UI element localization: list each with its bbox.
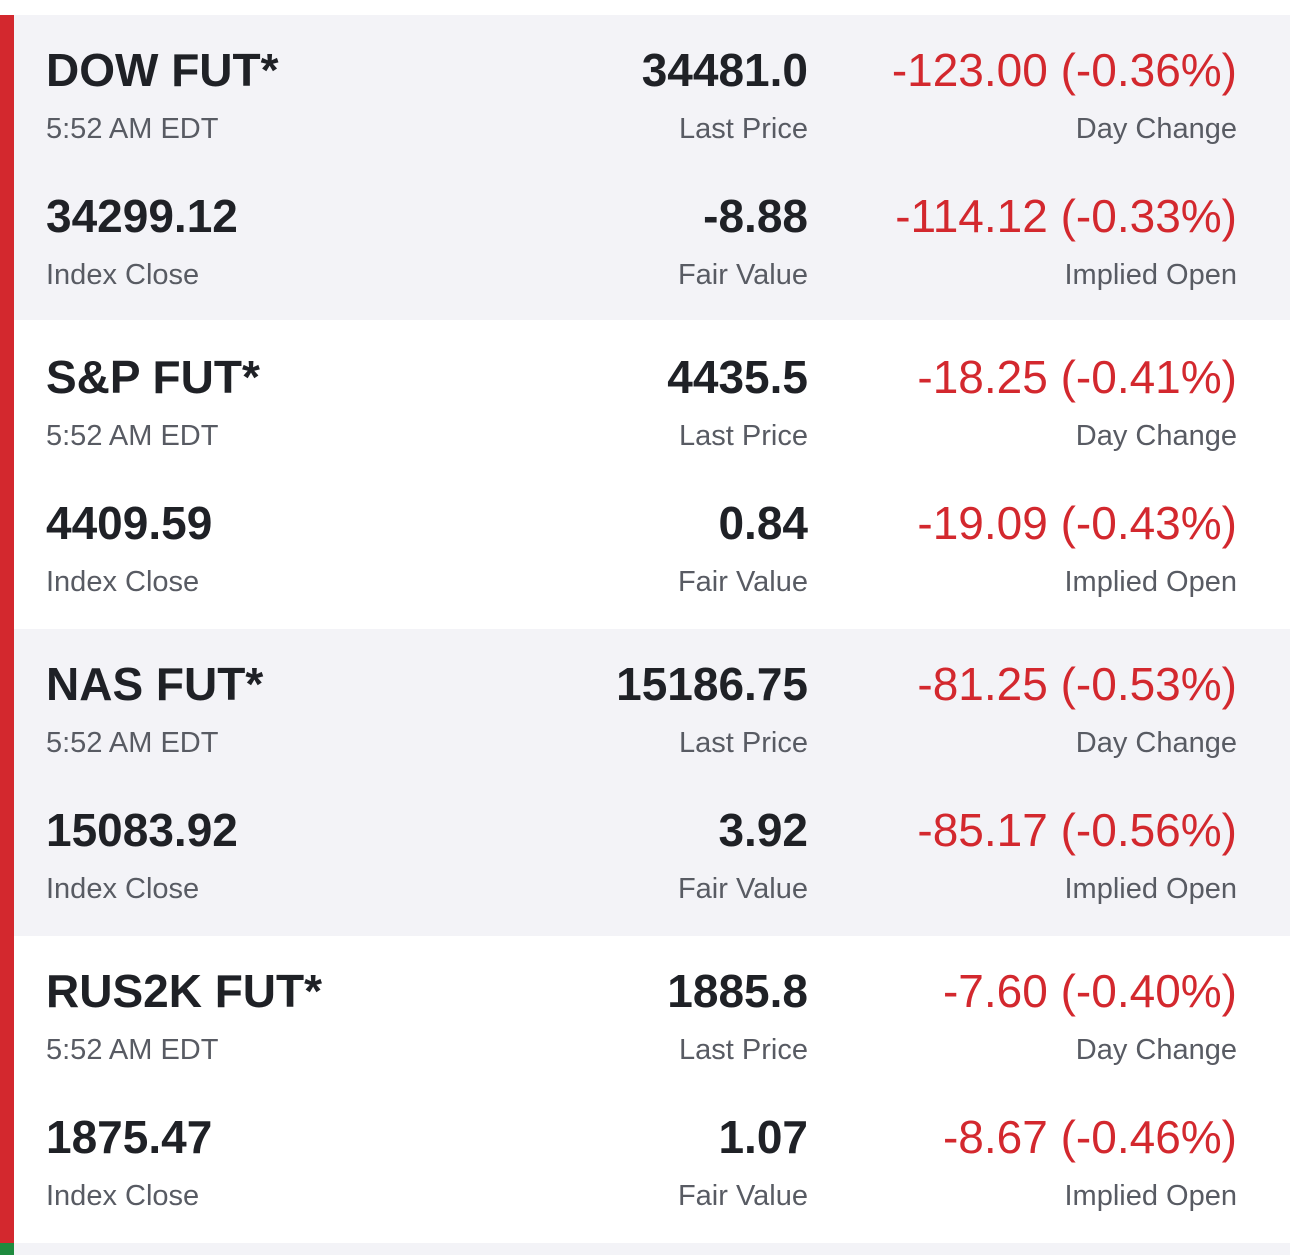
symbol-name: RUS2K FUT* [46,965,323,1017]
futures-row-sp[interactable]: S&P FUT* 5:52 AM EDT 4435.5 Last Price -… [0,322,1290,629]
quote-time: 5:52 AM EDT [46,727,219,759]
last-price-value: 34481.0 [641,44,808,96]
implied-open-value: -114.12 (-0.33%) [895,190,1237,242]
next-row-partial[interactable] [0,1243,1290,1255]
change-indicator-bar [0,629,14,936]
day-change-label: Day Change [1075,113,1237,145]
futures-row-rus2k[interactable]: RUS2K FUT* 5:52 AM EDT 1885.8 Last Price… [0,936,1290,1243]
fair-value-label: Fair Value [677,259,808,291]
index-close-label: Index Close [46,566,200,598]
futures-list: DOW FUT* 5:52 AM EDT 34481.0 Last Price … [0,15,1290,1243]
futures-row-nas[interactable]: NAS FUT* 5:52 AM EDT 15186.75 Last Price… [0,629,1290,936]
quote-time: 5:52 AM EDT [46,420,219,452]
index-close-value: 1875.47 [46,1111,213,1163]
symbol-name: S&P FUT* [46,351,260,403]
index-close-value: 34299.12 [46,190,238,242]
index-close-value: 4409.59 [46,497,213,549]
futures-row-dow[interactable]: DOW FUT* 5:52 AM EDT 34481.0 Last Price … [0,15,1290,322]
implied-open-value: -19.09 (-0.43%) [917,497,1237,549]
implied-open-label: Implied Open [1064,566,1238,598]
last-price-label: Last Price [679,727,808,759]
last-price-label: Last Price [679,1034,808,1066]
index-close-value: 15083.92 [46,804,238,856]
day-change-label: Day Change [1075,727,1237,759]
last-price-label: Last Price [679,420,808,452]
day-change-value: -18.25 (-0.41%) [917,351,1237,403]
implied-open-value: -85.17 (-0.56%) [917,804,1237,856]
index-close-label: Index Close [46,259,200,291]
positive-indicator-bar [0,1243,14,1255]
implied-open-label: Implied Open [1064,1180,1238,1212]
last-price-label: Last Price [679,113,808,145]
day-change-label: Day Change [1075,420,1237,452]
last-price-value: 1885.8 [667,965,808,1017]
fair-value-value: 3.92 [718,804,808,856]
implied-open-label: Implied Open [1064,259,1238,291]
fair-value-label: Fair Value [677,566,808,598]
fair-value-label: Fair Value [677,873,808,905]
day-change-value: -123.00 (-0.36%) [891,44,1237,96]
day-change-label: Day Change [1075,1034,1237,1066]
index-close-label: Index Close [46,1180,200,1212]
day-change-value: -81.25 (-0.53%) [917,658,1237,710]
implied-open-label: Implied Open [1064,873,1238,905]
change-indicator-bar [0,15,14,322]
index-close-label: Index Close [46,873,200,905]
last-price-value: 4435.5 [667,351,808,403]
fair-value-value: 0.84 [718,497,808,549]
fair-value-value: -8.88 [703,190,808,242]
quote-time: 5:52 AM EDT [46,113,219,145]
change-indicator-bar [0,322,14,629]
fair-value-label: Fair Value [677,1180,808,1212]
symbol-name: DOW FUT* [46,44,279,96]
quote-time: 5:52 AM EDT [46,1034,219,1066]
implied-open-value: -8.67 (-0.46%) [942,1111,1237,1163]
symbol-name: NAS FUT* [46,658,264,710]
fair-value-value: 1.07 [718,1111,808,1163]
day-change-value: -7.60 (-0.40%) [942,965,1237,1017]
change-indicator-bar [0,936,14,1243]
row-divider [14,320,1290,322]
last-price-value: 15186.75 [616,658,808,710]
